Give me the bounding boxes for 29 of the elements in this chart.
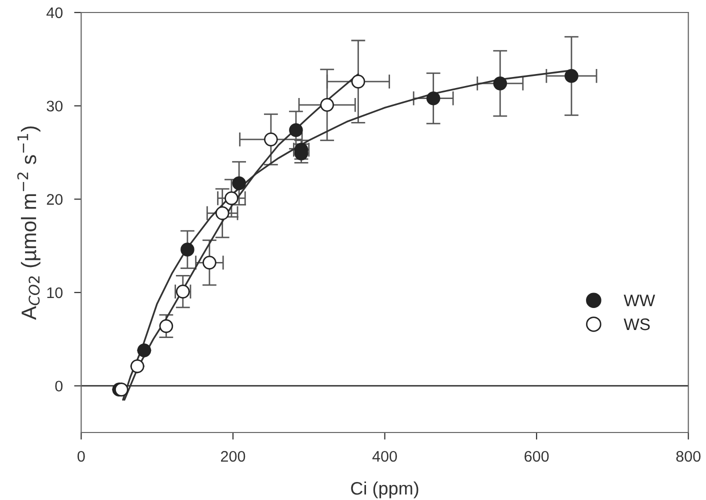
y-tick-label: 10 bbox=[47, 287, 63, 298]
y-axis-title: A$_{CO2}$ (µmol m$^{−2}$ s$^{−1}$) bbox=[17, 126, 40, 320]
point bbox=[264, 132, 278, 146]
x-axis-title: Ci (ppm) bbox=[351, 481, 418, 498]
point bbox=[320, 98, 334, 112]
point bbox=[114, 382, 128, 396]
point bbox=[493, 76, 508, 90]
legend-label: WW bbox=[624, 294, 656, 306]
x-tick-label: 200 bbox=[221, 450, 246, 462]
point bbox=[130, 359, 144, 374]
x-tick-label: 400 bbox=[372, 450, 397, 462]
y-tick-label: 0 bbox=[55, 380, 63, 392]
point bbox=[215, 206, 230, 220]
point bbox=[564, 69, 578, 83]
x-tick-label: 0 bbox=[78, 450, 85, 462]
point bbox=[426, 91, 440, 106]
point bbox=[137, 343, 152, 358]
point bbox=[224, 191, 238, 206]
point bbox=[202, 256, 216, 270]
y-tick-label: 30 bbox=[46, 100, 63, 112]
point bbox=[289, 123, 303, 138]
y-tick-label: 40 bbox=[46, 7, 63, 18]
y-tick-label: 20 bbox=[46, 194, 63, 205]
legend-label: WS bbox=[624, 318, 650, 330]
point bbox=[180, 242, 194, 256]
point bbox=[351, 74, 366, 88]
x-tick-label: 800 bbox=[676, 450, 700, 462]
point bbox=[159, 319, 174, 334]
x-tick-label: 600 bbox=[524, 450, 549, 462]
